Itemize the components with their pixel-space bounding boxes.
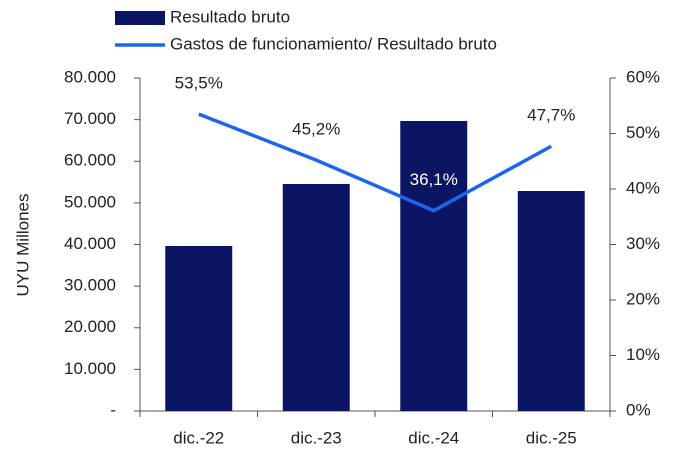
- legend-label: Resultado bruto: [170, 7, 290, 26]
- data-label: 53,5%: [175, 74, 223, 93]
- y-axis-label: UYU Millones: [13, 194, 32, 297]
- line: [198, 112, 553, 213]
- x-tick-label: dic.-24: [408, 428, 459, 447]
- y-tick-label: 10.000: [64, 359, 116, 378]
- y2-tick-label: 60%: [626, 67, 660, 86]
- y2-tick-label: 0%: [626, 400, 651, 419]
- data-label: 47,7%: [527, 106, 575, 125]
- y-tick-label: 80.000: [64, 67, 116, 86]
- y2-tick-label: 20%: [626, 289, 660, 308]
- y2-tick-label: 10%: [626, 345, 660, 364]
- data-label: 45,2%: [292, 120, 340, 139]
- bar: [165, 245, 233, 411]
- y-tick-label: 20.000: [64, 317, 116, 336]
- y-tick-label: 30.000: [64, 276, 116, 295]
- bar: [400, 120, 468, 411]
- y2-tick-label: 30%: [626, 234, 660, 253]
- bar: [282, 183, 350, 411]
- y2-tick-label: 40%: [626, 178, 660, 197]
- y-tick-label: 40.000: [64, 234, 116, 253]
- legend-label: Gastos de funcionamiento/ Resultado brut…: [170, 34, 497, 53]
- y-tick-label: 50.000: [64, 192, 116, 211]
- y-tick-label: -: [110, 400, 116, 419]
- x-tick-label: dic.-22: [173, 428, 224, 447]
- y-tick-label: 70.000: [64, 109, 116, 128]
- legend-swatch: [115, 11, 165, 25]
- x-tick-label: dic.-23: [291, 428, 342, 447]
- x-tick-label: dic.-25: [526, 428, 577, 447]
- data-label: 36,1%: [410, 170, 458, 189]
- bar: [517, 191, 585, 411]
- y2-tick-label: 50%: [626, 123, 660, 142]
- y-tick-label: 60.000: [64, 151, 116, 170]
